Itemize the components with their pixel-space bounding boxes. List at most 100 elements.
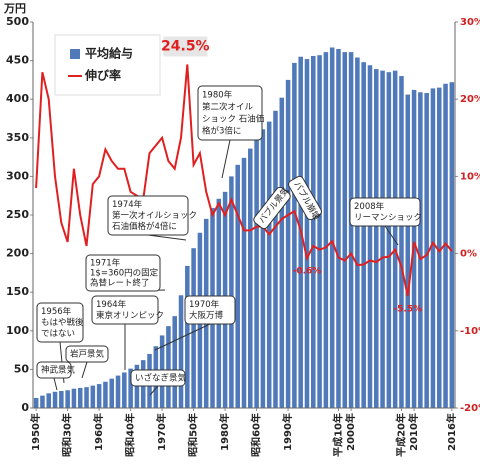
bar: [367, 65, 373, 409]
x-tick-label: 1980年: [218, 413, 231, 451]
value-label: -5.5%: [393, 305, 422, 315]
y-tick-label: 500: [6, 15, 29, 28]
bar: [273, 110, 278, 408]
annotation: 岩戸景気: [65, 345, 109, 379]
bar: [115, 375, 121, 408]
y-tick-label: 50: [14, 362, 30, 375]
annotation-text: いざなぎ景気: [135, 373, 187, 384]
bar: [172, 316, 177, 408]
bar: [229, 176, 234, 408]
bar: [248, 148, 253, 408]
bar: [323, 52, 329, 408]
bar: [178, 295, 184, 408]
annotation-text: 1974年: [112, 199, 143, 210]
bar: [90, 385, 96, 408]
y-tick-label: 450: [6, 54, 29, 67]
callout-pointer: [154, 323, 211, 351]
bar: [128, 368, 133, 408]
callout-pointer: [149, 385, 159, 396]
bar: [449, 82, 455, 408]
y-axis-label: 万円: [3, 2, 26, 15]
y2-tick-label: 0%: [460, 249, 477, 260]
callout-box: [184, 295, 236, 325]
x-tick-label: 2000年: [344, 413, 357, 451]
bar: [399, 76, 404, 408]
y-tick-label: 100: [6, 324, 29, 337]
bar: [348, 52, 354, 408]
bar: [405, 94, 411, 409]
callout-pointer: [147, 234, 187, 241]
callout-pointer: [81, 361, 88, 379]
bar: [392, 70, 398, 409]
growth-line: [35, 64, 453, 297]
bar: [109, 378, 114, 408]
bar: [329, 47, 335, 408]
x-tick-label: 1960年: [92, 413, 105, 451]
bar: [336, 49, 341, 409]
annotation-text: 為替レート終了: [90, 278, 150, 289]
y-tick-label: 150: [6, 285, 29, 298]
x-tick-label: 平成10年: [331, 413, 344, 457]
annotation-text: 1980年: [202, 90, 233, 101]
x-tick-label: 平成20年: [394, 413, 407, 457]
x-tick-label: 昭和50年: [187, 413, 200, 457]
bar: [317, 55, 322, 409]
value-label: -0.6%: [293, 267, 322, 277]
annotation-text: 東京オリンピック: [96, 310, 164, 321]
annotation-text: もはや戦後: [41, 317, 84, 328]
annotation-text: 第二次オイル: [202, 102, 254, 113]
y-tick-label: 250: [6, 208, 29, 221]
callout-pointer: [53, 377, 58, 391]
x-tick-label: 昭和40年: [124, 413, 137, 457]
bar: [285, 79, 291, 409]
callout-box: [288, 175, 322, 221]
bar: [46, 393, 52, 408]
bar: [292, 62, 297, 408]
bar: [59, 391, 64, 408]
callout-box: [36, 361, 72, 379]
bar: [355, 57, 360, 409]
y-tick-label: 350: [6, 131, 29, 144]
annotation-text: 石油価格が4倍に: [112, 221, 177, 232]
bar: [77, 387, 83, 408]
y-tick-label: 200: [6, 247, 29, 260]
bar: [374, 69, 379, 408]
y2-tick-label: -20%: [460, 403, 480, 414]
annotation-text: リーマンショック: [354, 213, 422, 223]
bar: [254, 136, 259, 409]
y2-tick-label: 20%: [460, 94, 480, 105]
annotation-text: 格が3倍に: [202, 126, 241, 137]
callout-box: [107, 195, 189, 236]
x-tick-label: 2010年: [407, 413, 420, 451]
bar: [71, 388, 77, 408]
callout-box: [253, 186, 291, 230]
bar: [260, 129, 266, 409]
annotation-text: 1956年: [41, 306, 72, 317]
callout-box: [85, 254, 161, 292]
bar: [443, 83, 448, 408]
legend-box: [54, 34, 161, 96]
value-label: 24.5%: [161, 38, 210, 54]
annotation-text: ではない: [41, 329, 75, 339]
bar: [96, 384, 102, 408]
annotation-text: 2008年: [354, 201, 385, 212]
callout-box: [91, 295, 159, 325]
bar: [235, 164, 240, 408]
bar: [166, 326, 171, 408]
annotation-text: 神武景気: [41, 365, 76, 376]
bar: [418, 92, 423, 408]
bar: [386, 72, 392, 409]
y-tick-label: 300: [6, 169, 29, 182]
annotation-text: 第一次オイルショック: [112, 210, 197, 221]
callout-box: [65, 345, 109, 363]
x-tick-label: 昭和60年: [250, 413, 263, 457]
annotation: いざなぎ景気: [130, 369, 187, 396]
annotation-text: 大阪万博: [189, 310, 224, 321]
x-tick-label: 1970年: [155, 413, 168, 451]
annotation-text: 1$=360円の固定: [90, 268, 159, 279]
bar: [241, 157, 247, 408]
